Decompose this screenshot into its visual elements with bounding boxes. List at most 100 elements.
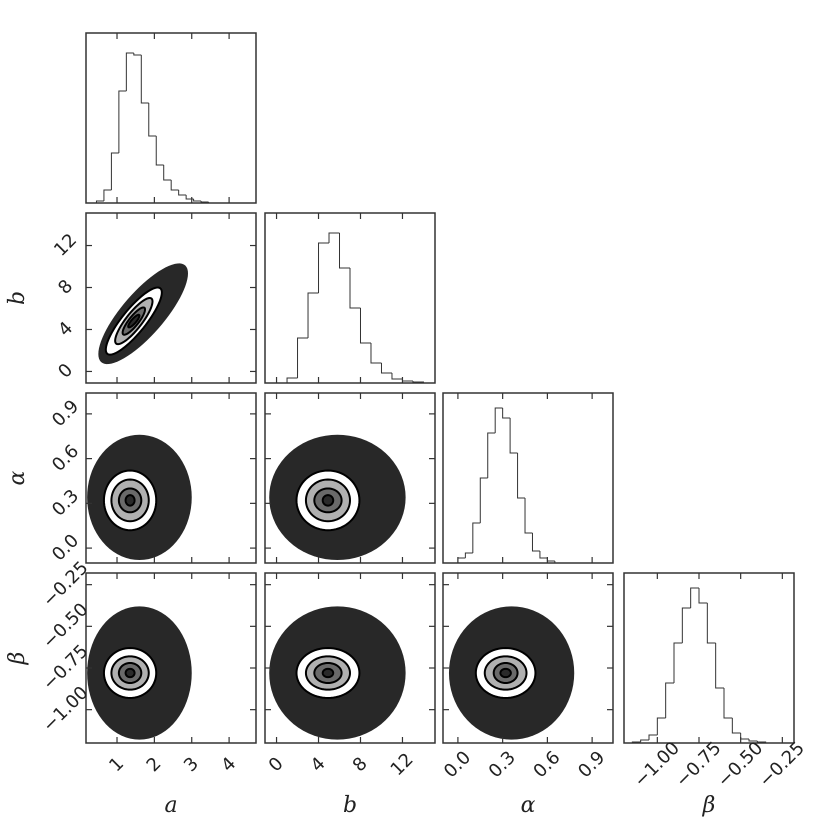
histogram-step [546, 558, 555, 562]
contour [127, 313, 141, 329]
contour [124, 494, 136, 507]
histogram-step [487, 432, 496, 478]
y-tick-label: 0.9 [48, 396, 83, 431]
x-tick-label: 0.9 [574, 747, 609, 782]
y-tick-label: −0.25 [39, 557, 93, 611]
x-axis-label: β [702, 793, 716, 818]
histogram-step [349, 268, 361, 309]
panel-frame [442, 572, 614, 744]
x-tick-label: 4 [307, 753, 330, 776]
histogram-step [472, 522, 481, 553]
histogram-step [391, 373, 403, 380]
histogram-step [170, 180, 179, 191]
histogram-step [698, 588, 708, 604]
y-tick-label: 4 [54, 318, 77, 341]
histogram-step [148, 103, 157, 137]
histogram-step [494, 407, 503, 433]
histogram-step [715, 643, 724, 689]
y-axis-label: α [5, 470, 30, 485]
histogram-step [140, 55, 149, 104]
histogram-step [479, 477, 488, 523]
density-panel [87, 434, 192, 561]
x-tick-label: 0.0 [440, 747, 475, 782]
y-tick-label: 8 [54, 276, 77, 299]
panel-frame [442, 392, 614, 564]
histogram-step [517, 453, 526, 499]
panel-frame [264, 212, 436, 384]
y-tick-label: 12 [50, 230, 81, 261]
histogram-step [297, 337, 309, 378]
histogram-step [328, 232, 340, 243]
x-tick-label: 0.6 [529, 747, 564, 782]
histogram [457, 407, 563, 563]
histogram-step [133, 53, 142, 56]
histogram-step [665, 682, 674, 718]
panel-frame [264, 392, 436, 564]
histogram-step [681, 607, 691, 643]
panel-frame [85, 572, 257, 744]
contour [499, 667, 512, 679]
x-tick-label: 0.3 [485, 747, 520, 782]
histogram-step [125, 52, 134, 91]
y-axis-label: b [5, 291, 30, 305]
histogram [276, 232, 424, 383]
density-panel [98, 263, 188, 365]
histogram-step [286, 377, 298, 383]
histogram-step [163, 165, 172, 181]
histogram-step [339, 233, 350, 269]
x-tick-label: 8 [349, 753, 372, 776]
histogram-step [110, 152, 119, 190]
histogram-step [539, 551, 548, 559]
density-panel [269, 606, 406, 740]
histogram-step [359, 308, 371, 344]
histogram-step [648, 734, 658, 740]
density-panel [448, 606, 575, 740]
y-tick-label: −0.50 [39, 599, 93, 653]
x-tick-label: 1 [105, 753, 128, 776]
panel-frame [85, 392, 257, 564]
histogram [95, 52, 217, 203]
histogram-step [524, 498, 533, 534]
histogram-step [193, 199, 202, 202]
contour [321, 667, 335, 679]
x-axis-label: b [343, 793, 357, 818]
histogram-step [401, 379, 413, 382]
histogram-step [370, 343, 382, 364]
x-tick-label: −0.75 [672, 738, 726, 792]
histogram-step [103, 189, 112, 201]
histogram-step [690, 587, 699, 608]
histogram-step [640, 739, 649, 742]
panel-frame [85, 32, 257, 204]
histogram-step [673, 642, 683, 683]
histogram-step [118, 90, 127, 153]
panel-frame [85, 212, 257, 384]
density-panel [87, 606, 192, 740]
y-axis-label: β [5, 652, 30, 666]
histogram-step [155, 136, 164, 166]
panel-frame [623, 572, 795, 744]
histogram-step [502, 408, 511, 419]
x-tick-label: −1.00 [630, 738, 684, 792]
y-tick-label: 0 [54, 360, 77, 383]
panel-frame [264, 572, 436, 744]
y-tick-label: −0.75 [39, 641, 93, 695]
histogram [631, 587, 767, 743]
contour [321, 494, 335, 507]
x-tick-label: 3 [180, 753, 203, 776]
histogram-step [380, 363, 392, 374]
histogram-step [706, 603, 716, 644]
histogram-step [185, 195, 194, 200]
histogram-step [531, 533, 540, 552]
x-tick-label: −0.25 [755, 738, 809, 792]
histogram-step [723, 688, 733, 719]
density-panel [269, 434, 406, 561]
y-tick-label: −1.00 [39, 682, 93, 736]
histogram-step [748, 739, 758, 742]
histogram-step [307, 292, 319, 338]
histogram-step [318, 242, 330, 293]
histogram-step [509, 418, 518, 454]
x-tick-label: −0.50 [713, 738, 767, 792]
histogram-step [656, 717, 666, 735]
y-tick-label: 0.6 [48, 441, 83, 476]
